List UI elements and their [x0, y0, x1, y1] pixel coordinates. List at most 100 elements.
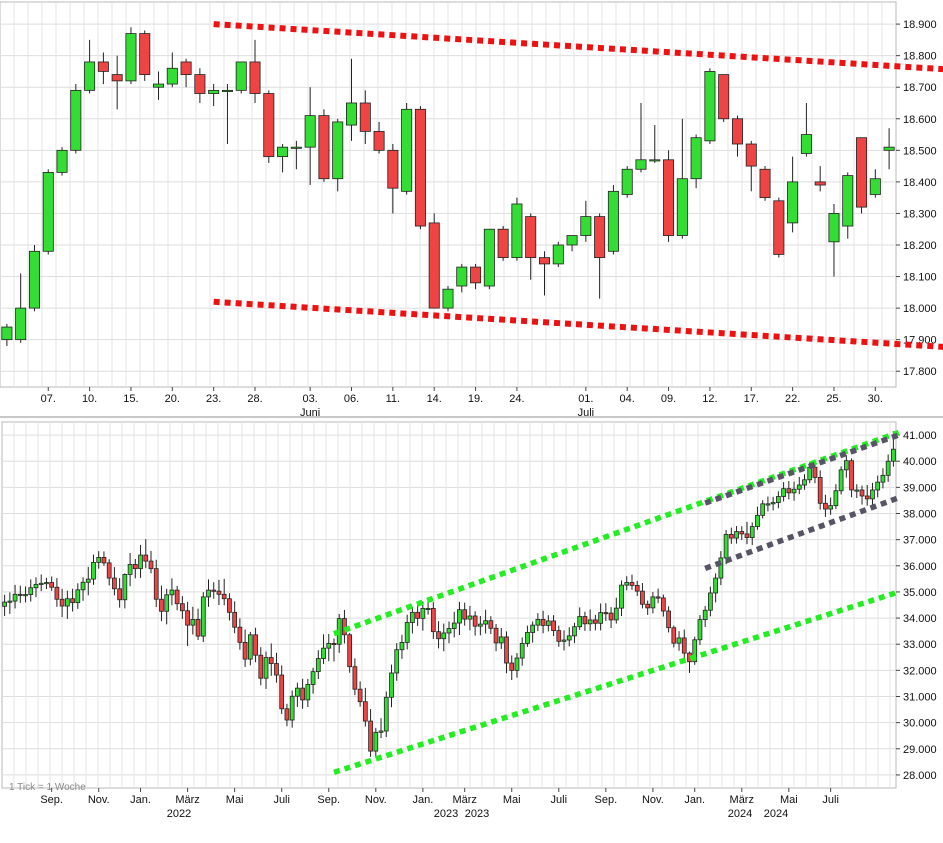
- candle-up: [561, 639, 567, 642]
- candle-down: [645, 603, 651, 609]
- candle-up: [842, 175, 854, 227]
- candle-down: [594, 216, 606, 259]
- candle-up: [80, 581, 86, 591]
- trendline: [213, 298, 943, 350]
- candle-up: [401, 108, 413, 192]
- candle-up: [305, 684, 311, 701]
- y-tick-label: 34.000: [903, 613, 937, 625]
- candle-up: [410, 611, 415, 623]
- candle-up: [190, 618, 196, 626]
- y-tick-label: 18.200: [903, 240, 937, 252]
- candle-up: [478, 623, 483, 627]
- candle-down: [773, 200, 785, 255]
- y-tick-label: 18.500: [903, 145, 937, 157]
- x-tick-label: 09.: [661, 393, 676, 405]
- x-tick-label: 07.: [41, 393, 56, 405]
- y-tick-label: 18.600: [903, 114, 937, 126]
- candle-down: [470, 266, 482, 284]
- candle-up: [718, 557, 724, 579]
- y-tick-label: 33.000: [903, 639, 937, 651]
- candle-down: [551, 620, 556, 632]
- candle-up: [75, 589, 81, 604]
- x-tick-label: März: [452, 794, 476, 806]
- trendline: [704, 495, 900, 571]
- candle-down: [300, 687, 305, 701]
- candle-down: [681, 637, 687, 654]
- y-tick-label: 32.000: [903, 665, 937, 677]
- y-tick-label: 18.900: [903, 19, 937, 31]
- candle-down: [823, 502, 828, 510]
- candle-up: [580, 216, 592, 236]
- x-tick-label: 04.: [620, 393, 635, 405]
- candle-up: [828, 505, 834, 510]
- candle-down: [194, 74, 206, 94]
- y-tick-label: 18.100: [903, 272, 937, 284]
- candle-up: [96, 557, 102, 563]
- candle-up: [621, 168, 633, 195]
- candle-down: [849, 460, 854, 491]
- x-tick-label: 11.: [386, 393, 400, 405]
- candle-down: [582, 616, 588, 625]
- candle-down: [101, 557, 107, 564]
- x-tick-label: 24.: [509, 393, 524, 405]
- candle-down: [59, 598, 65, 607]
- candle-up: [315, 658, 321, 673]
- candle-down: [143, 554, 149, 562]
- candle-up: [389, 672, 394, 698]
- candle-down: [153, 568, 159, 600]
- candle-up: [28, 587, 34, 595]
- candle-down: [180, 603, 185, 612]
- y-tick-label: 28.000: [903, 770, 937, 782]
- x-tick-label: 17.: [744, 393, 759, 405]
- x-tick-label: Sep.: [40, 794, 63, 806]
- candle-up: [122, 574, 128, 601]
- candle-up: [791, 488, 797, 494]
- bottom-chart-panel: 28.000 29.000 30.000 31.000 32.000 33.000 34.0…: [0, 418, 943, 838]
- candle-up: [70, 89, 82, 151]
- candle-up: [587, 619, 593, 625]
- x-tick-label: Juli: [822, 794, 839, 806]
- candle-up: [566, 235, 578, 246]
- x-year-label: 2022: [167, 808, 191, 820]
- candle-up: [44, 582, 49, 585]
- x-tick-label: Mai: [503, 794, 521, 806]
- candle-up: [378, 730, 384, 733]
- candle-up: [404, 622, 410, 643]
- x-year-label: 2024: [728, 808, 752, 820]
- candle-down: [540, 618, 546, 626]
- x-tick-label: Mai: [780, 794, 798, 806]
- candle-down: [159, 598, 164, 612]
- candle-down: [49, 582, 55, 588]
- candle-up: [833, 490, 839, 507]
- candle-up: [807, 466, 813, 481]
- candle-up: [676, 637, 682, 644]
- candle-up: [310, 671, 316, 685]
- candle-down: [284, 708, 290, 721]
- candle-down: [812, 466, 818, 478]
- candle-up: [624, 582, 630, 586]
- candle-up: [451, 622, 457, 629]
- candle-up: [208, 89, 220, 94]
- candle-down: [359, 102, 371, 132]
- candle-up: [566, 635, 572, 641]
- candle-up: [702, 609, 708, 621]
- candle-up: [690, 137, 702, 180]
- candle-up: [425, 607, 431, 610]
- candle-down: [117, 588, 122, 601]
- candle-up: [23, 594, 28, 597]
- x-tick-label: Juli: [273, 794, 290, 806]
- candle-up: [870, 489, 875, 500]
- candle-down: [112, 577, 117, 590]
- candle-up: [125, 33, 137, 82]
- candle-down: [387, 149, 399, 189]
- tick-annotation: 1 Tick = 1 Woche: [9, 782, 86, 793]
- candle-down: [111, 74, 123, 82]
- candle-up: [483, 228, 495, 287]
- candle-down: [436, 631, 441, 640]
- candle-down: [373, 130, 385, 151]
- candle-down: [731, 118, 743, 145]
- y-tick-label: 36.000: [903, 561, 937, 573]
- candle-up: [525, 632, 530, 644]
- candle-up: [828, 213, 840, 243]
- candle-up: [713, 577, 718, 594]
